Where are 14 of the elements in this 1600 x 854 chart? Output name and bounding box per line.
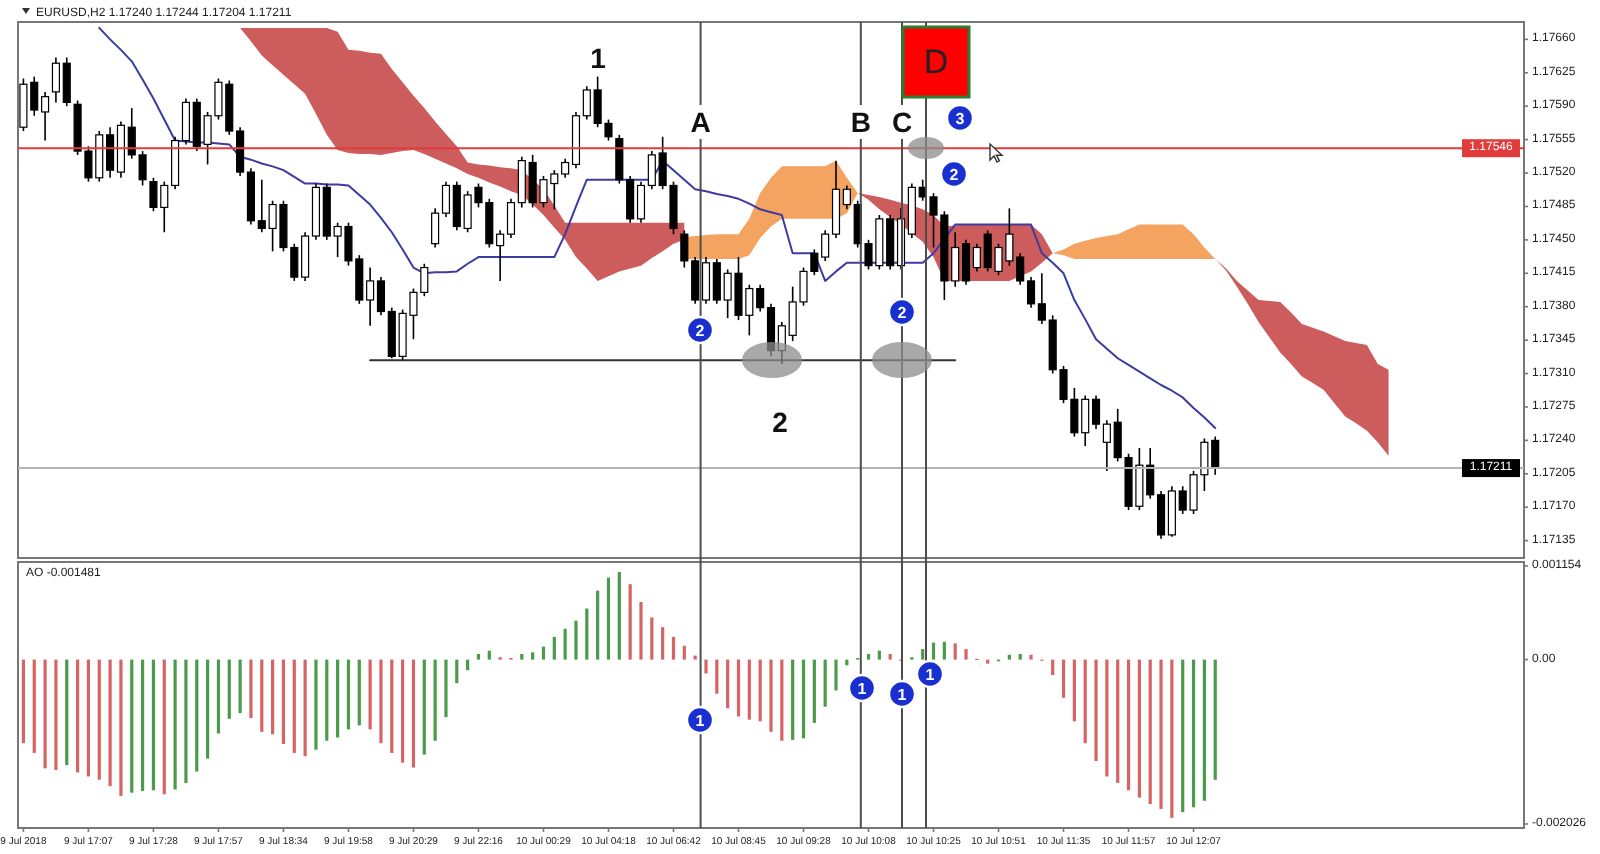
- annotation: 3: [955, 109, 966, 128]
- annotation: D: [923, 43, 949, 81]
- annotation: 1: [695, 711, 706, 730]
- annotation: A: [690, 106, 711, 138]
- annotation: 2: [897, 303, 908, 322]
- annotation: 2: [772, 406, 789, 438]
- annotation: 2: [695, 321, 706, 340]
- annotation: 1: [590, 42, 607, 74]
- annotation: 2: [949, 165, 960, 184]
- annotation: 1: [925, 665, 936, 684]
- annotation: C: [891, 106, 913, 138]
- annotation: B: [850, 106, 871, 138]
- annotation: 1: [897, 685, 908, 704]
- annotation: 1: [857, 679, 868, 698]
